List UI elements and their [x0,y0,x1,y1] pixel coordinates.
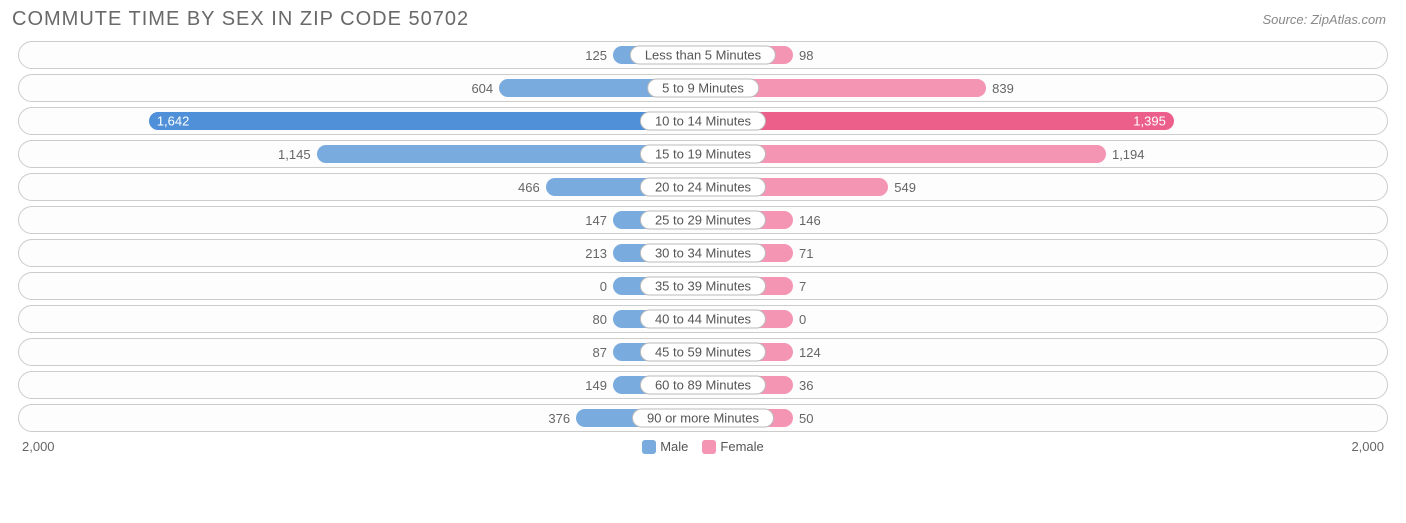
legend-swatch [642,440,656,454]
female-value-label: 0 [799,312,806,327]
female-value-label: 146 [799,213,821,228]
male-value-label: 213 [585,246,607,261]
category-label: 30 to 34 Minutes [640,244,766,263]
chart-title: COMMUTE TIME BY SEX IN ZIP CODE 50702 [12,8,469,31]
legend-item: Male [642,439,688,454]
category-label: 15 to 19 Minutes [640,145,766,164]
female-value-label: 36 [799,378,813,393]
male-value-label: 466 [518,180,540,195]
category-label: 35 to 39 Minutes [640,277,766,296]
axis-row: 2,000 Male Female 2,000 [18,437,1388,454]
female-bar: 1,395 [703,112,1174,130]
male-value-label: 149 [585,378,607,393]
female-value-label: 839 [992,81,1014,96]
male-value-label: 125 [585,48,607,63]
female-value-label: 50 [799,411,813,426]
female-value-label: 1,395 [1133,114,1166,129]
female-value-label: 549 [894,180,916,195]
axis-right-label: 2,000 [1351,439,1384,454]
chart-row: 147 146 25 to 29 Minutes [18,206,1388,234]
chart-row: 125 98 Less than 5 Minutes [18,41,1388,69]
chart-row: 1,145 1,194 15 to 19 Minutes [18,140,1388,168]
male-value-label: 604 [471,81,493,96]
male-bar: 1,642 [149,112,703,130]
chart-row: 149 36 60 to 89 Minutes [18,371,1388,399]
legend-label: Female [720,439,763,454]
male-value-label: 1,145 [278,147,311,162]
chart-row: 466 549 20 to 24 Minutes [18,173,1388,201]
category-label: 25 to 29 Minutes [640,211,766,230]
chart-row: 1,642 1,395 10 to 14 Minutes [18,107,1388,135]
legend: Male Female [642,439,764,454]
category-label: 5 to 9 Minutes [647,79,759,98]
category-label: 20 to 24 Minutes [640,178,766,197]
chart-row: 80 0 40 to 44 Minutes [18,305,1388,333]
legend-label: Male [660,439,688,454]
female-value-label: 98 [799,48,813,63]
female-value-label: 124 [799,345,821,360]
male-value-label: 80 [593,312,607,327]
chart-row: 376 50 90 or more Minutes [18,404,1388,432]
male-value-label: 0 [600,279,607,294]
chart-area: 125 98 Less than 5 Minutes 604 839 5 to 9 Min… [0,41,1406,454]
axis-left-label: 2,000 [22,439,55,454]
male-value-label: 1,642 [157,114,190,129]
chart-row: 604 839 5 to 9 Minutes [18,74,1388,102]
female-value-label: 7 [799,279,806,294]
chart-source: Source: ZipAtlas.com [1262,8,1386,27]
category-label: 45 to 59 Minutes [640,343,766,362]
male-value-label: 147 [585,213,607,228]
category-label: Less than 5 Minutes [630,46,776,65]
male-value-label: 87 [593,345,607,360]
legend-item: Female [702,439,763,454]
category-label: 90 or more Minutes [632,409,774,428]
category-label: 60 to 89 Minutes [640,376,766,395]
female-value-label: 1,194 [1112,147,1145,162]
chart-row: 213 71 30 to 34 Minutes [18,239,1388,267]
chart-header: COMMUTE TIME BY SEX IN ZIP CODE 50702 So… [0,0,1406,41]
legend-swatch [702,440,716,454]
male-value-label: 376 [548,411,570,426]
chart-row: 0 7 35 to 39 Minutes [18,272,1388,300]
female-value-label: 71 [799,246,813,261]
chart-row: 87 124 45 to 59 Minutes [18,338,1388,366]
category-label: 10 to 14 Minutes [640,112,766,131]
category-label: 40 to 44 Minutes [640,310,766,329]
